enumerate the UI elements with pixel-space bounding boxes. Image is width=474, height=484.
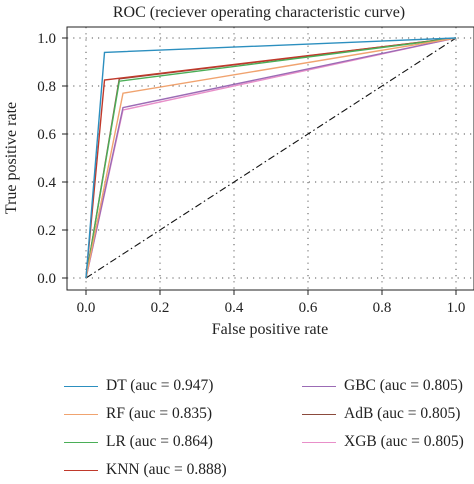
legend-label: AdB (auc = 0.805) bbox=[344, 405, 461, 422]
legend-swatch bbox=[302, 441, 336, 443]
legend-swatch bbox=[302, 413, 336, 415]
plot-frame bbox=[66, 26, 474, 291]
legend-item: DT (auc = 0.947) bbox=[64, 372, 213, 400]
y-tick-label: 0.6 bbox=[37, 127, 56, 143]
x-tick-label: 0.6 bbox=[299, 300, 318, 316]
roc-line-lr bbox=[85, 37, 457, 279]
y-tick-label: 0.8 bbox=[37, 79, 56, 95]
legend-swatch bbox=[64, 385, 98, 387]
roc-line-knn bbox=[85, 37, 457, 279]
chance-reference-line bbox=[85, 37, 457, 279]
roc-line-gbc bbox=[85, 37, 457, 279]
roc-line-dt bbox=[85, 37, 457, 279]
y-tick-label: 1.0 bbox=[37, 31, 56, 47]
x-tick-label: 0.8 bbox=[373, 300, 392, 316]
legend-swatch bbox=[302, 385, 336, 387]
y-tick-label: 0.4 bbox=[37, 175, 56, 191]
legend-item: AdB (auc = 0.805) bbox=[302, 400, 460, 428]
series-lines bbox=[85, 37, 457, 279]
legend-label: DT (auc = 0.947) bbox=[106, 377, 214, 394]
legend-swatch bbox=[64, 441, 98, 443]
x-tick-label: 0.2 bbox=[151, 300, 170, 316]
legend-swatch bbox=[64, 469, 98, 471]
legend-label: GBC (auc = 0.805) bbox=[344, 377, 463, 394]
legend-item: XGB (auc = 0.805) bbox=[302, 428, 464, 456]
y-axis-label: True positive rate bbox=[3, 102, 20, 214]
roc-line-rf bbox=[85, 37, 457, 279]
legend-label: KNN (auc = 0.888) bbox=[106, 461, 227, 478]
legend-item: KNN (auc = 0.888) bbox=[64, 456, 227, 484]
legend-item: RF (auc = 0.835) bbox=[64, 400, 212, 428]
legend-item: LR (auc = 0.864) bbox=[64, 428, 213, 456]
legend: DT (auc = 0.947) RF (auc = 0.835) LR (auc … bbox=[64, 372, 464, 478]
x-axis-label: False positive rate bbox=[212, 321, 328, 338]
chart-title: ROC (reciever operating characteristic c… bbox=[113, 4, 405, 21]
y-tick-label: 0.0 bbox=[37, 271, 56, 287]
grid bbox=[67, 27, 474, 290]
y-tick-label: 0.2 bbox=[37, 223, 56, 239]
legend-swatch bbox=[64, 413, 98, 415]
legend-label: XGB (auc = 0.805) bbox=[344, 433, 464, 450]
legend-label: LR (auc = 0.864) bbox=[106, 433, 213, 450]
axis-ticks: 0.0 0.2 0.4 0.6 0.8 1.0 0.0 0.2 0.4 0.6 0.8 1.0 bbox=[37, 31, 465, 316]
x-tick-label: 0.4 bbox=[225, 300, 244, 316]
x-tick-label: 0.0 bbox=[77, 300, 96, 316]
roc-chart: ROC (reciever operating characteristic c… bbox=[3, 4, 474, 338]
x-tick-label: 1.0 bbox=[447, 300, 466, 316]
legend-label: RF (auc = 0.835) bbox=[106, 405, 213, 422]
legend-item: GBC (auc = 0.805) bbox=[302, 372, 463, 400]
